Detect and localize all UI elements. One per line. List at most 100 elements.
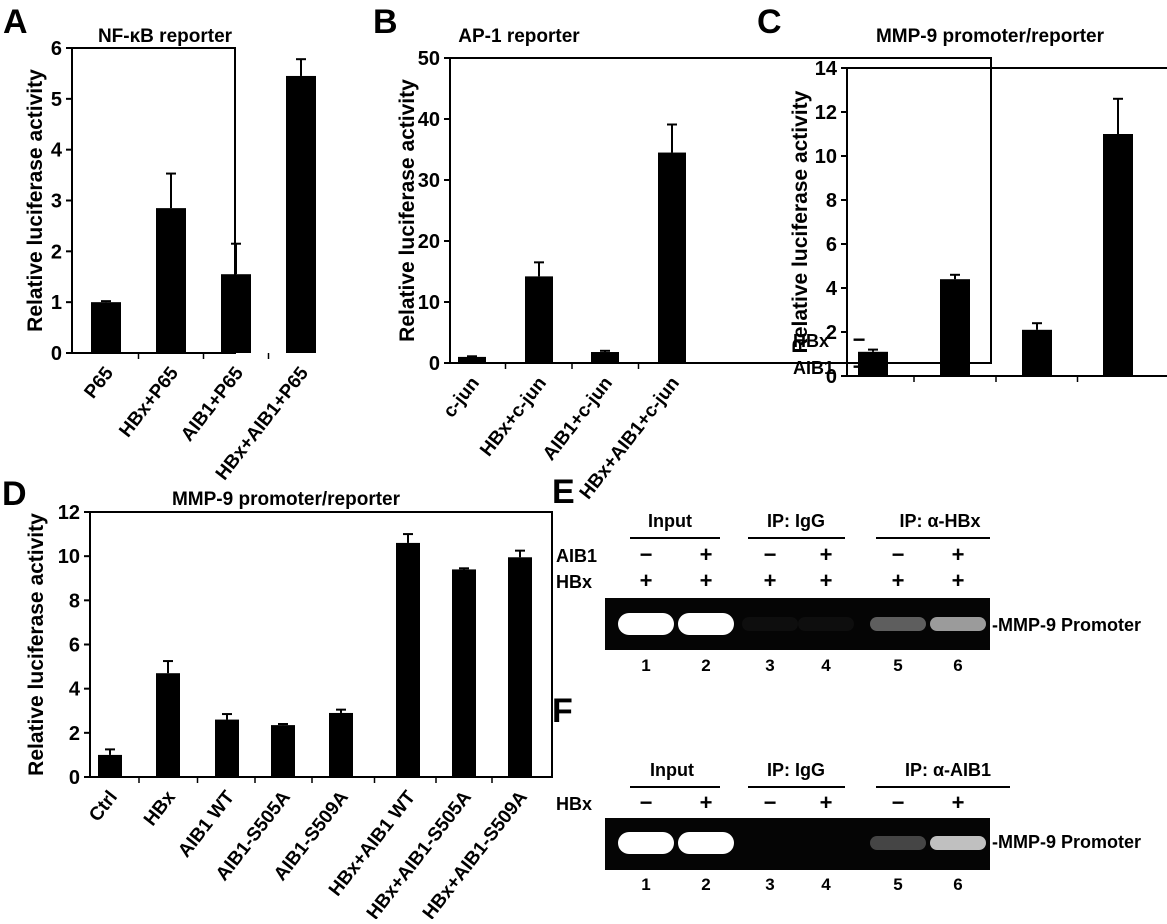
gel-band	[678, 832, 734, 854]
lane-number: 6	[953, 875, 962, 894]
bar	[271, 725, 295, 777]
condition-sign: −	[764, 790, 777, 815]
y-axis-label: Relative luciferase activity	[789, 90, 812, 353]
lane-group-label: Input	[648, 511, 692, 531]
bar	[591, 352, 619, 363]
y-tick-label: 2	[69, 723, 80, 745]
lane-group-label: IP: IgG	[767, 760, 825, 780]
y-tick-label: 20	[418, 231, 440, 253]
lane-number: 3	[765, 875, 774, 894]
bar	[1103, 134, 1133, 376]
chart-a: A NF-κB reporter Relative luciferase activ…	[3, 3, 316, 484]
y-tick-label: 6	[51, 38, 62, 60]
condition-sign: −	[892, 542, 905, 567]
chart-c: C MMP-9 promoter/reporter Relative lucifer…	[757, 3, 1167, 388]
gel-band	[870, 836, 926, 850]
bar	[329, 712, 353, 777]
y-axis-label: Relative luciferase activity	[24, 69, 47, 332]
gel-f: F Input IP: IgG IP: α-AIB1 HBx − + − + − + -MMP-9 P…	[552, 692, 1141, 894]
condition-sign: +	[700, 542, 713, 567]
bar	[396, 542, 420, 777]
lane-number: 3	[765, 656, 774, 675]
x-tick-label: HBx+P65	[115, 363, 183, 442]
bar	[858, 351, 888, 376]
bar	[508, 557, 532, 777]
bar	[98, 754, 122, 777]
bar	[525, 276, 553, 363]
condition-sign: +	[1112, 327, 1125, 352]
lane-number: 6	[953, 656, 962, 675]
condition-sign: −	[892, 790, 905, 815]
y-tick-label: 2	[51, 241, 62, 263]
y-tick-label: 12	[58, 502, 80, 524]
lane-group-label: IP: α-AIB1	[905, 760, 991, 780]
y-tick-label: 0	[51, 343, 62, 365]
plot-frame	[449, 57, 992, 364]
bar	[156, 673, 180, 777]
panel-label: F	[552, 692, 573, 730]
lane-number: 2	[701, 656, 710, 675]
bar	[156, 208, 186, 353]
y-tick-label: 30	[418, 170, 440, 192]
condition-label: HBx	[556, 794, 592, 814]
y-tick-label: 50	[418, 48, 440, 70]
y-tick-label: 0	[69, 767, 80, 789]
condition-sign: −	[853, 327, 866, 352]
gel-band	[742, 617, 798, 631]
y-tick-label: 10	[418, 292, 440, 314]
panel-label: A	[3, 3, 28, 41]
condition-label: AIB1	[793, 358, 834, 378]
condition-sign: −	[764, 542, 777, 567]
condition-sign: −	[640, 542, 653, 567]
condition-sign: +	[820, 568, 833, 593]
condition-sign: +	[1112, 354, 1125, 379]
gel-band	[618, 613, 674, 635]
y-tick-label: 10	[58, 546, 80, 568]
condition-sign: −	[949, 354, 962, 379]
bar	[658, 152, 686, 363]
chart-d: D MMP-9 promoter/reporter Relative lucifer…	[2, 475, 553, 924]
lane-number: 2	[701, 875, 710, 894]
y-tick-label: 40	[418, 109, 440, 131]
bar	[91, 302, 121, 353]
bar	[452, 569, 476, 777]
x-tick-label: HBx	[140, 787, 180, 830]
bar	[940, 279, 970, 376]
y-tick-label: 0	[826, 366, 837, 388]
x-tick-label: P65	[81, 363, 119, 403]
x-tick-label: AIB1+P65	[177, 363, 248, 446]
condition-sign: +	[892, 568, 905, 593]
y-tick-label: 3	[51, 191, 62, 213]
condition-sign: +	[764, 568, 777, 593]
y-tick-label: 8	[69, 590, 80, 612]
y-tick-label: 2	[826, 322, 837, 344]
panel-label: B	[373, 3, 398, 41]
gel-band	[798, 617, 854, 631]
y-tick-label: 1	[51, 292, 62, 314]
lane-group-label: IP: IgG	[767, 511, 825, 531]
condition-sign: +	[1031, 354, 1044, 379]
condition-sign: +	[952, 568, 965, 593]
lane-group-label: IP: α-HBx	[899, 511, 980, 531]
condition-sign: −	[1031, 327, 1044, 352]
gel-band	[618, 832, 674, 854]
y-tick-label: 10	[815, 146, 837, 168]
chart-title: NF-κB reporter	[98, 26, 233, 47]
plot-frame	[846, 67, 1167, 377]
chart-title: AP-1 reporter	[458, 26, 580, 47]
condition-sign: +	[952, 542, 965, 567]
band-label: -MMP-9 Promoter	[992, 615, 1141, 635]
y-tick-label: 4	[826, 278, 838, 300]
x-tick-label: c-jun	[439, 373, 483, 422]
x-tick-label: HBx+AIB1-S505A	[363, 787, 476, 919]
condition-sign: +	[700, 790, 713, 815]
bar	[1022, 329, 1052, 376]
lane-group-label: Input	[650, 760, 694, 780]
x-tick-label: HBx+c-jun	[476, 373, 551, 460]
y-tick-label: 8	[826, 190, 837, 212]
chart-title: MMP-9 promoter/reporter	[876, 26, 1105, 47]
condition-label: HBx	[793, 331, 829, 351]
band-label: -MMP-9 Promoter	[992, 832, 1141, 852]
